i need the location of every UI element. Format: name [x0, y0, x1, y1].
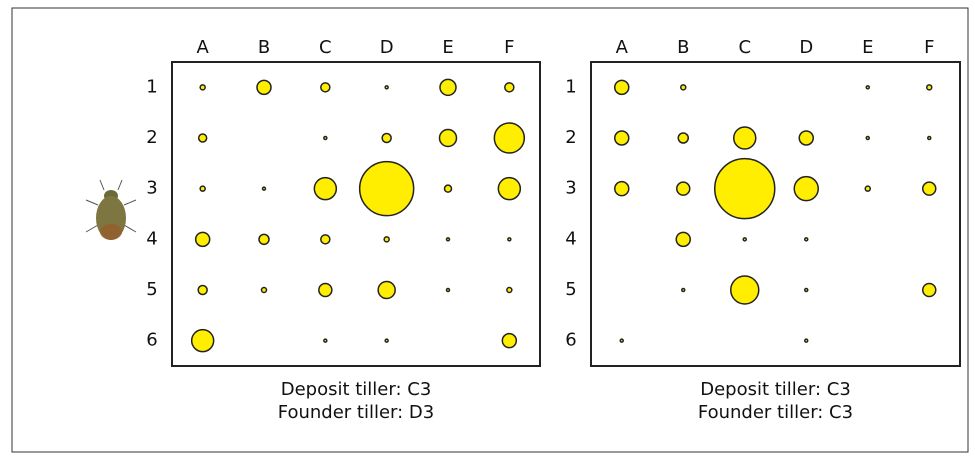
row-label: 1 — [146, 76, 157, 97]
bubble — [675, 231, 691, 248]
column-label: D — [799, 37, 813, 58]
bubble — [439, 78, 457, 97]
column-label: E — [442, 37, 453, 58]
column-label: A — [616, 37, 629, 58]
bubble — [506, 286, 513, 294]
bubble — [197, 284, 208, 296]
bubble — [199, 185, 206, 192]
panel-frame — [171, 61, 541, 367]
bubble — [798, 130, 814, 146]
bubble — [677, 132, 689, 144]
bubble — [504, 82, 515, 93]
row-label: 2 — [565, 127, 576, 148]
bubble — [793, 175, 819, 202]
row-label: 3 — [146, 178, 157, 199]
bubble — [733, 126, 757, 150]
column-label: E — [862, 37, 873, 58]
bubble — [864, 185, 871, 192]
bubble — [190, 328, 215, 353]
bubble — [261, 186, 267, 191]
bubble — [922, 181, 937, 196]
bubble — [926, 84, 933, 91]
bubble — [358, 160, 415, 217]
bubble — [197, 133, 208, 143]
bubble — [865, 135, 870, 141]
panel-frame — [590, 61, 961, 367]
bubble — [445, 287, 451, 293]
column-label: C — [738, 37, 751, 58]
row-label: 5 — [146, 279, 157, 300]
bubble — [804, 237, 809, 242]
bubble — [614, 130, 630, 146]
caption: Deposit tiller: C3 — [281, 379, 432, 400]
column-label: C — [319, 37, 332, 58]
bubble — [258, 233, 270, 246]
bubble — [507, 237, 512, 242]
bubble — [377, 280, 396, 300]
caption: Deposit tiller: C3 — [700, 379, 851, 400]
bubble — [323, 338, 328, 343]
column-label: D — [380, 37, 394, 58]
row-label: 4 — [565, 228, 576, 249]
bubble — [614, 79, 630, 96]
bubble — [619, 338, 624, 343]
row-label: 2 — [146, 127, 157, 148]
bubble — [194, 231, 211, 248]
row-label: 4 — [146, 228, 157, 249]
bubble — [927, 135, 932, 141]
bubble — [497, 176, 522, 201]
bubble — [922, 282, 937, 298]
column-label: B — [258, 37, 270, 58]
bubble — [680, 84, 687, 91]
caption: Founder tiller: D3 — [278, 402, 434, 423]
bubble — [318, 282, 333, 298]
bubble — [804, 287, 809, 293]
bubble — [320, 234, 331, 245]
column-label: B — [677, 37, 689, 58]
bubble — [445, 237, 451, 242]
bubble — [381, 132, 392, 144]
row-label: 3 — [565, 178, 576, 199]
aphid-icon — [85, 179, 137, 240]
row-label: 1 — [565, 76, 576, 97]
row-label: 6 — [565, 330, 576, 351]
bubble — [384, 338, 389, 343]
bubble — [438, 128, 458, 148]
bubble — [742, 237, 747, 242]
bubble — [865, 85, 870, 90]
bubble — [256, 79, 272, 96]
column-label: F — [504, 37, 514, 58]
caption: Founder tiller: C3 — [698, 402, 853, 423]
bubble — [199, 84, 206, 91]
bubble — [804, 338, 809, 343]
bubble — [323, 135, 328, 141]
bubble — [493, 122, 526, 154]
column-label: A — [197, 37, 210, 58]
row-label: 6 — [146, 330, 157, 351]
row-label: 5 — [565, 279, 576, 300]
bubble — [320, 82, 331, 93]
column-label: F — [924, 37, 934, 58]
bubble — [443, 184, 453, 193]
bubble — [676, 181, 691, 196]
bubble — [260, 286, 268, 294]
bubble — [384, 85, 389, 90]
bubble — [614, 180, 630, 197]
bubble — [313, 176, 338, 201]
bubble — [383, 236, 390, 243]
bubble — [681, 287, 686, 293]
bubble — [730, 275, 760, 305]
bubble — [714, 157, 776, 220]
bubble — [501, 332, 518, 349]
